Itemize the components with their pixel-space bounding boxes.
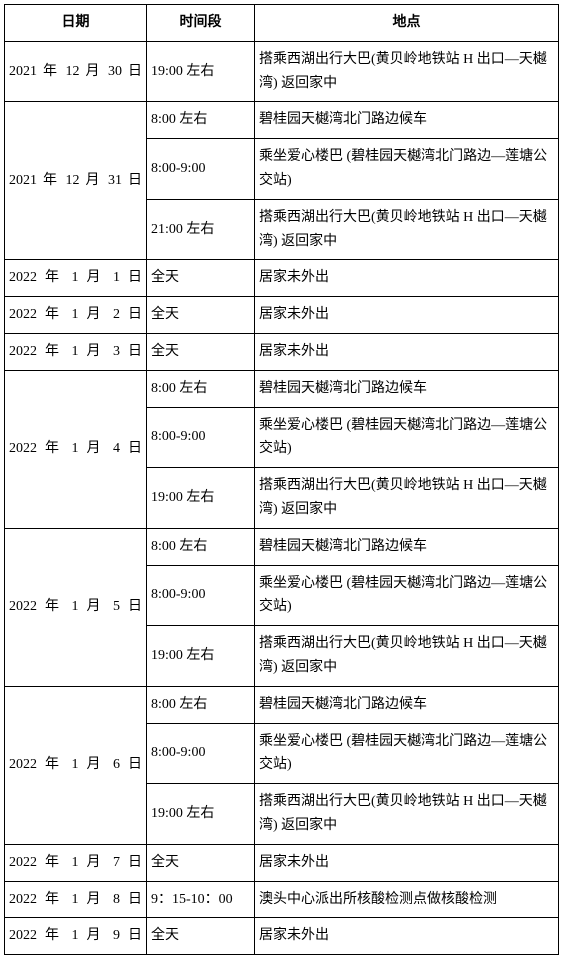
table-row: 2022 年 1 月 4 日8:00 左右碧桂园天樾湾北门路边候车: [5, 370, 559, 407]
header-date: 日期: [5, 5, 147, 42]
cell-time: 8:00 左右: [147, 686, 255, 723]
table-row: 2022 年 1 月 6 日8:00 左右碧桂园天樾湾北门路边候车: [5, 686, 559, 723]
cell-location: 乘坐爱心楼巴 (碧桂园天樾湾北门路边—莲塘公交站): [255, 407, 559, 468]
table-row: 2021 年 12 月 31 日8:00 左右碧桂园天樾湾北门路边候车: [5, 102, 559, 139]
cell-location: 碧桂园天樾湾北门路边候车: [255, 686, 559, 723]
cell-time: 19:00 左右: [147, 468, 255, 529]
cell-time: 全天: [147, 333, 255, 370]
cell-time: 9：15-10：00: [147, 881, 255, 918]
table-row: 2022 年 1 月 3 日全天居家未外出: [5, 333, 559, 370]
cell-time: 8:00-9:00: [147, 565, 255, 626]
table-row: 2022 年 1 月 8 日9：15-10：00澳头中心派出所核酸检测点做核酸检…: [5, 881, 559, 918]
cell-location: 澳头中心派出所核酸检测点做核酸检测: [255, 881, 559, 918]
cell-time: 8:00-9:00: [147, 407, 255, 468]
cell-date: 2022 年 1 月 7 日: [5, 844, 147, 881]
cell-location: 居家未外出: [255, 333, 559, 370]
cell-date: 2022 年 1 月 4 日: [5, 370, 147, 528]
cell-location: 乘坐爱心楼巴 (碧桂园天樾湾北门路边—莲塘公交站): [255, 565, 559, 626]
cell-time: 8:00-9:00: [147, 139, 255, 200]
table-row: 2022 年 1 月 2 日全天居家未外出: [5, 297, 559, 334]
table-row: 2022 年 1 月 9 日全天居家未外出: [5, 918, 559, 955]
cell-location: 碧桂园天樾湾北门路边候车: [255, 528, 559, 565]
cell-location: 搭乘西湖出行大巴(黄贝岭地铁站 H 出口—天樾湾) 返回家中: [255, 41, 559, 102]
cell-time: 19:00 左右: [147, 784, 255, 845]
cell-location: 居家未外出: [255, 844, 559, 881]
cell-time: 8:00 左右: [147, 370, 255, 407]
cell-date: 2022 年 1 月 9 日: [5, 918, 147, 955]
cell-date: 2022 年 1 月 5 日: [5, 528, 147, 686]
cell-time: 全天: [147, 844, 255, 881]
cell-date: 2021 年 12 月 30 日: [5, 41, 147, 102]
schedule-table: 日期 时间段 地点 2021 年 12 月 30 日19:00 左右搭乘西湖出行…: [4, 4, 559, 955]
cell-time: 全天: [147, 918, 255, 955]
cell-date: 2021 年 12 月 31 日: [5, 102, 147, 260]
table-row: 2022 年 1 月 7 日全天居家未外出: [5, 844, 559, 881]
table-row: 2021 年 12 月 30 日19:00 左右搭乘西湖出行大巴(黄贝岭地铁站 …: [5, 41, 559, 102]
cell-date: 2022 年 1 月 2 日: [5, 297, 147, 334]
cell-date: 2022 年 1 月 1 日: [5, 260, 147, 297]
table-row: 2022 年 1 月 1 日全天居家未外出: [5, 260, 559, 297]
cell-date: 2022 年 1 月 8 日: [5, 881, 147, 918]
cell-time: 21:00 左右: [147, 199, 255, 260]
cell-location: 居家未外出: [255, 297, 559, 334]
cell-location: 搭乘西湖出行大巴(黄贝岭地铁站 H 出口—天樾湾) 返回家中: [255, 199, 559, 260]
header-time: 时间段: [147, 5, 255, 42]
cell-time: 8:00 左右: [147, 102, 255, 139]
cell-location: 碧桂园天樾湾北门路边候车: [255, 370, 559, 407]
cell-time: 8:00 左右: [147, 528, 255, 565]
table-body: 2021 年 12 月 30 日19:00 左右搭乘西湖出行大巴(黄贝岭地铁站 …: [5, 41, 559, 954]
cell-time: 8:00-9:00: [147, 723, 255, 784]
cell-location: 搭乘西湖出行大巴(黄贝岭地铁站 H 出口—天樾湾) 返回家中: [255, 468, 559, 529]
cell-location: 乘坐爱心楼巴 (碧桂园天樾湾北门路边—莲塘公交站): [255, 723, 559, 784]
header-location: 地点: [255, 5, 559, 42]
cell-location: 碧桂园天樾湾北门路边候车: [255, 102, 559, 139]
cell-location: 乘坐爱心楼巴 (碧桂园天樾湾北门路边—莲塘公交站): [255, 139, 559, 200]
cell-location: 居家未外出: [255, 260, 559, 297]
cell-time: 全天: [147, 260, 255, 297]
cell-time: 全天: [147, 297, 255, 334]
cell-date: 2022 年 1 月 3 日: [5, 333, 147, 370]
cell-location: 搭乘西湖出行大巴(黄贝岭地铁站 H 出口—天樾湾) 返回家中: [255, 784, 559, 845]
cell-location: 居家未外出: [255, 918, 559, 955]
cell-time: 19:00 左右: [147, 41, 255, 102]
cell-date: 2022 年 1 月 6 日: [5, 686, 147, 844]
table-header-row: 日期 时间段 地点: [5, 5, 559, 42]
cell-location: 搭乘西湖出行大巴(黄贝岭地铁站 H 出口—天樾湾) 返回家中: [255, 626, 559, 687]
cell-time: 19:00 左右: [147, 626, 255, 687]
table-row: 2022 年 1 月 5 日8:00 左右碧桂园天樾湾北门路边候车: [5, 528, 559, 565]
